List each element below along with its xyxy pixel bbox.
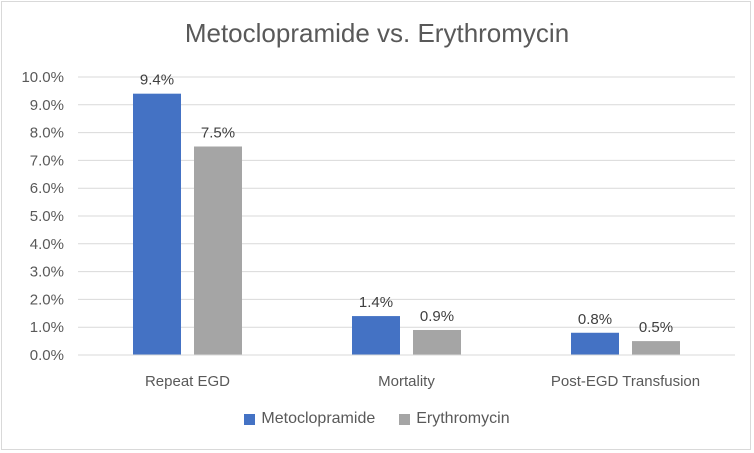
legend-item-metoclopramide: Metoclopramide bbox=[244, 410, 375, 428]
y-tick-label: 0.0% bbox=[30, 347, 64, 364]
legend-swatch bbox=[399, 413, 411, 425]
y-tick-label: 6.0% bbox=[30, 180, 64, 197]
gridlines bbox=[78, 76, 735, 328]
data-label: 0.9% bbox=[420, 308, 454, 325]
legend-item-erythromycin: Erythromycin bbox=[399, 410, 510, 428]
y-axis-ticks: 0.0% 1.0% 2.0% 3.0% 4.0% 5.0% 6.0% 7.0% 8.0% 9.0%… bbox=[21, 69, 64, 364]
x-tick-label: Mortality bbox=[378, 373, 435, 390]
legend-label: Metoclopramide bbox=[261, 410, 376, 427]
x-tick-label: Repeat EGD bbox=[145, 373, 230, 390]
y-tick-label: 1.0% bbox=[30, 319, 64, 336]
bar-erythromycin-1 bbox=[413, 329, 461, 355]
y-tick-label: 4.0% bbox=[30, 236, 64, 253]
bar-metoclopramide-2 bbox=[571, 332, 619, 355]
data-label: 0.5% bbox=[639, 319, 673, 336]
bar-metoclopramide-1 bbox=[352, 316, 400, 355]
data-labels: 9.4% 7.5% 1.4% 0.9% 0.8% 0.5% bbox=[140, 72, 673, 336]
data-label: 7.5% bbox=[201, 125, 235, 142]
x-tick-label: Post-EGD Transfusion bbox=[551, 373, 700, 390]
data-label: 9.4% bbox=[140, 72, 174, 89]
x-axis-ticks: Repeat EGD Mortality Post-EGD Transfusion bbox=[145, 373, 700, 390]
legend: Metoclopramide Erythromycin bbox=[0, 410, 754, 430]
y-tick-label: 7.0% bbox=[30, 152, 64, 169]
y-tick-label: 8.0% bbox=[30, 125, 64, 142]
data-label: 1.4% bbox=[359, 294, 393, 311]
bar-erythromycin-2 bbox=[632, 341, 680, 355]
chart-title: Metoclopramide vs. Erythromycin bbox=[184, 18, 570, 48]
y-tick-label: 3.0% bbox=[30, 264, 64, 281]
y-tick-label: 2.0% bbox=[30, 291, 64, 308]
y-tick-label: 10.0% bbox=[21, 69, 64, 86]
legend-swatch bbox=[244, 413, 256, 425]
bar-metoclopramide-0 bbox=[133, 93, 181, 356]
y-tick-label: 5.0% bbox=[30, 208, 64, 225]
legend-label: Erythromycin bbox=[416, 410, 510, 427]
y-tick-label: 9.0% bbox=[30, 97, 64, 114]
data-label: 0.8% bbox=[578, 311, 612, 328]
bars bbox=[133, 93, 680, 356]
bar-erythromycin-0 bbox=[194, 146, 242, 355]
